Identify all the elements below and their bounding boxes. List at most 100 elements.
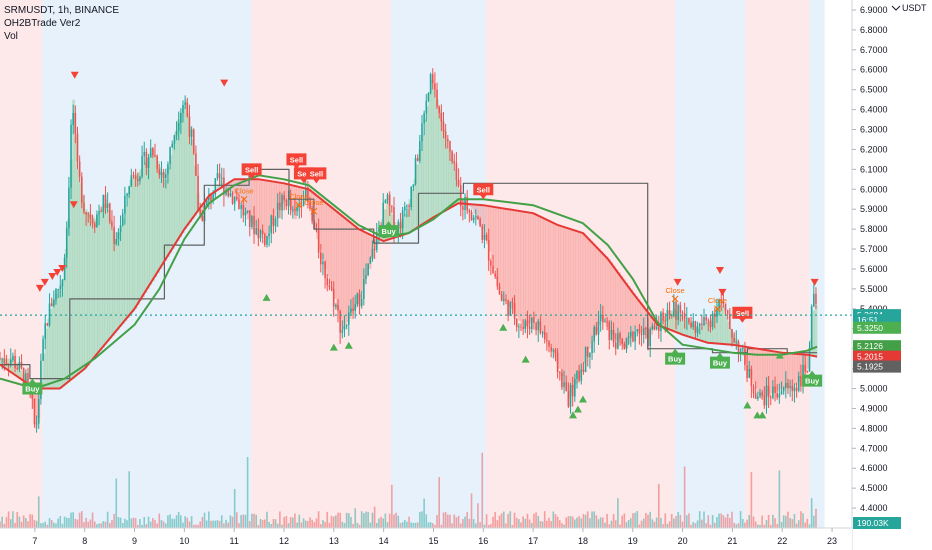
candle-body[interactable] xyxy=(296,207,298,211)
candle-body[interactable] xyxy=(767,385,770,398)
candle-body[interactable] xyxy=(231,193,234,204)
candle-body[interactable] xyxy=(294,209,296,211)
candle-body[interactable] xyxy=(257,228,260,239)
candle-body[interactable] xyxy=(692,321,695,328)
candle-body[interactable] xyxy=(360,299,363,307)
candle-body[interactable] xyxy=(0,358,1,360)
candle-body[interactable] xyxy=(791,386,794,392)
candle-body[interactable] xyxy=(65,227,68,258)
candle-body[interactable] xyxy=(180,112,182,123)
candle-body[interactable] xyxy=(233,197,236,204)
candle-body[interactable] xyxy=(757,396,759,399)
candle-body[interactable] xyxy=(115,239,118,244)
candle-body[interactable] xyxy=(455,163,458,180)
candle-body[interactable] xyxy=(632,331,634,342)
candle-body[interactable] xyxy=(748,368,751,378)
candle-body[interactable] xyxy=(509,302,512,316)
candle-body[interactable] xyxy=(190,129,193,137)
candle-body[interactable] xyxy=(158,169,161,176)
candle-body[interactable] xyxy=(554,349,557,353)
candle-body[interactable] xyxy=(121,213,124,226)
candle-body[interactable] xyxy=(761,392,763,396)
candle-body[interactable] xyxy=(520,326,522,328)
candle-body[interactable] xyxy=(457,179,460,186)
candle-body[interactable] xyxy=(27,373,29,385)
candle-body[interactable] xyxy=(765,385,768,406)
candle-body[interactable] xyxy=(694,321,697,333)
candle-body[interactable] xyxy=(795,387,798,391)
candle-body[interactable] xyxy=(347,312,350,325)
candle-body[interactable] xyxy=(546,339,548,342)
candle-body[interactable] xyxy=(625,337,628,349)
candle-body[interactable] xyxy=(634,331,636,342)
candle-body[interactable] xyxy=(490,260,492,266)
candle-body[interactable] xyxy=(14,355,16,369)
candle-body[interactable] xyxy=(85,212,87,215)
candle-body[interactable] xyxy=(550,347,552,352)
candle-body[interactable] xyxy=(668,310,671,315)
candle-body[interactable] xyxy=(167,164,169,175)
candle-body[interactable] xyxy=(662,312,664,321)
candle-body[interactable] xyxy=(100,211,102,213)
candle-body[interactable] xyxy=(716,308,718,317)
candle-body[interactable] xyxy=(244,212,247,216)
candle-body[interactable] xyxy=(447,139,449,141)
candle-body[interactable] xyxy=(266,236,268,245)
candle-body[interactable] xyxy=(382,202,385,228)
candle-body[interactable] xyxy=(240,205,242,209)
currency-label[interactable]: USDT xyxy=(902,3,927,13)
candle-body[interactable] xyxy=(586,347,589,358)
candle-body[interactable] xyxy=(578,370,580,381)
candle-body[interactable] xyxy=(268,233,270,237)
candle-body[interactable] xyxy=(780,391,783,395)
candle-body[interactable] xyxy=(713,313,716,317)
candle-body[interactable] xyxy=(500,294,503,302)
candle-body[interactable] xyxy=(309,202,311,209)
candle-body[interactable] xyxy=(416,158,419,161)
candle-body[interactable] xyxy=(640,333,643,335)
candle-body[interactable] xyxy=(119,225,122,233)
candle-body[interactable] xyxy=(388,194,391,207)
candle-body[interactable] xyxy=(599,314,602,322)
candle-body[interactable] xyxy=(602,314,604,323)
candle-body[interactable] xyxy=(423,113,425,124)
candle-body[interactable] xyxy=(507,300,509,316)
candle-body[interactable] xyxy=(272,215,275,227)
candle-body[interactable] xyxy=(1,358,3,360)
candle-body[interactable] xyxy=(175,130,178,136)
candle-body[interactable] xyxy=(479,219,481,227)
candle-body[interactable] xyxy=(737,341,740,354)
candle-body[interactable] xyxy=(617,333,619,349)
candle-body[interactable] xyxy=(255,228,258,235)
candle-body[interactable] xyxy=(459,185,462,207)
candle-body[interactable] xyxy=(735,341,738,343)
candle-body[interactable] xyxy=(642,328,645,335)
candle-body[interactable] xyxy=(539,321,542,334)
candle-body[interactable] xyxy=(718,299,720,309)
candle-body[interactable] xyxy=(705,317,707,321)
sell-signal-flag[interactable] xyxy=(732,306,753,323)
candle-body[interactable] xyxy=(593,327,596,342)
candle-body[interactable] xyxy=(136,178,139,182)
candle-body[interactable] xyxy=(485,235,488,241)
candle-body[interactable] xyxy=(50,303,53,306)
candle-body[interactable] xyxy=(403,206,406,211)
candle-body[interactable] xyxy=(436,89,438,107)
candle-body[interactable] xyxy=(688,317,690,323)
sell-signal-flag[interactable] xyxy=(306,167,327,184)
candle-body[interactable] xyxy=(61,279,64,287)
candle-body[interactable] xyxy=(326,278,329,286)
candle-body[interactable] xyxy=(46,323,49,326)
candle-body[interactable] xyxy=(606,321,608,323)
candle-body[interactable] xyxy=(279,202,281,211)
candle-body[interactable] xyxy=(218,173,221,179)
candle-body[interactable] xyxy=(451,151,453,162)
candle-body[interactable] xyxy=(425,100,428,114)
candle-body[interactable] xyxy=(195,153,197,176)
candle-body[interactable] xyxy=(93,223,96,228)
candle-body[interactable] xyxy=(68,187,70,228)
candle-body[interactable] xyxy=(87,214,90,216)
candle-body[interactable] xyxy=(160,171,163,176)
candle-body[interactable] xyxy=(31,394,34,399)
candle-body[interactable] xyxy=(431,74,434,84)
